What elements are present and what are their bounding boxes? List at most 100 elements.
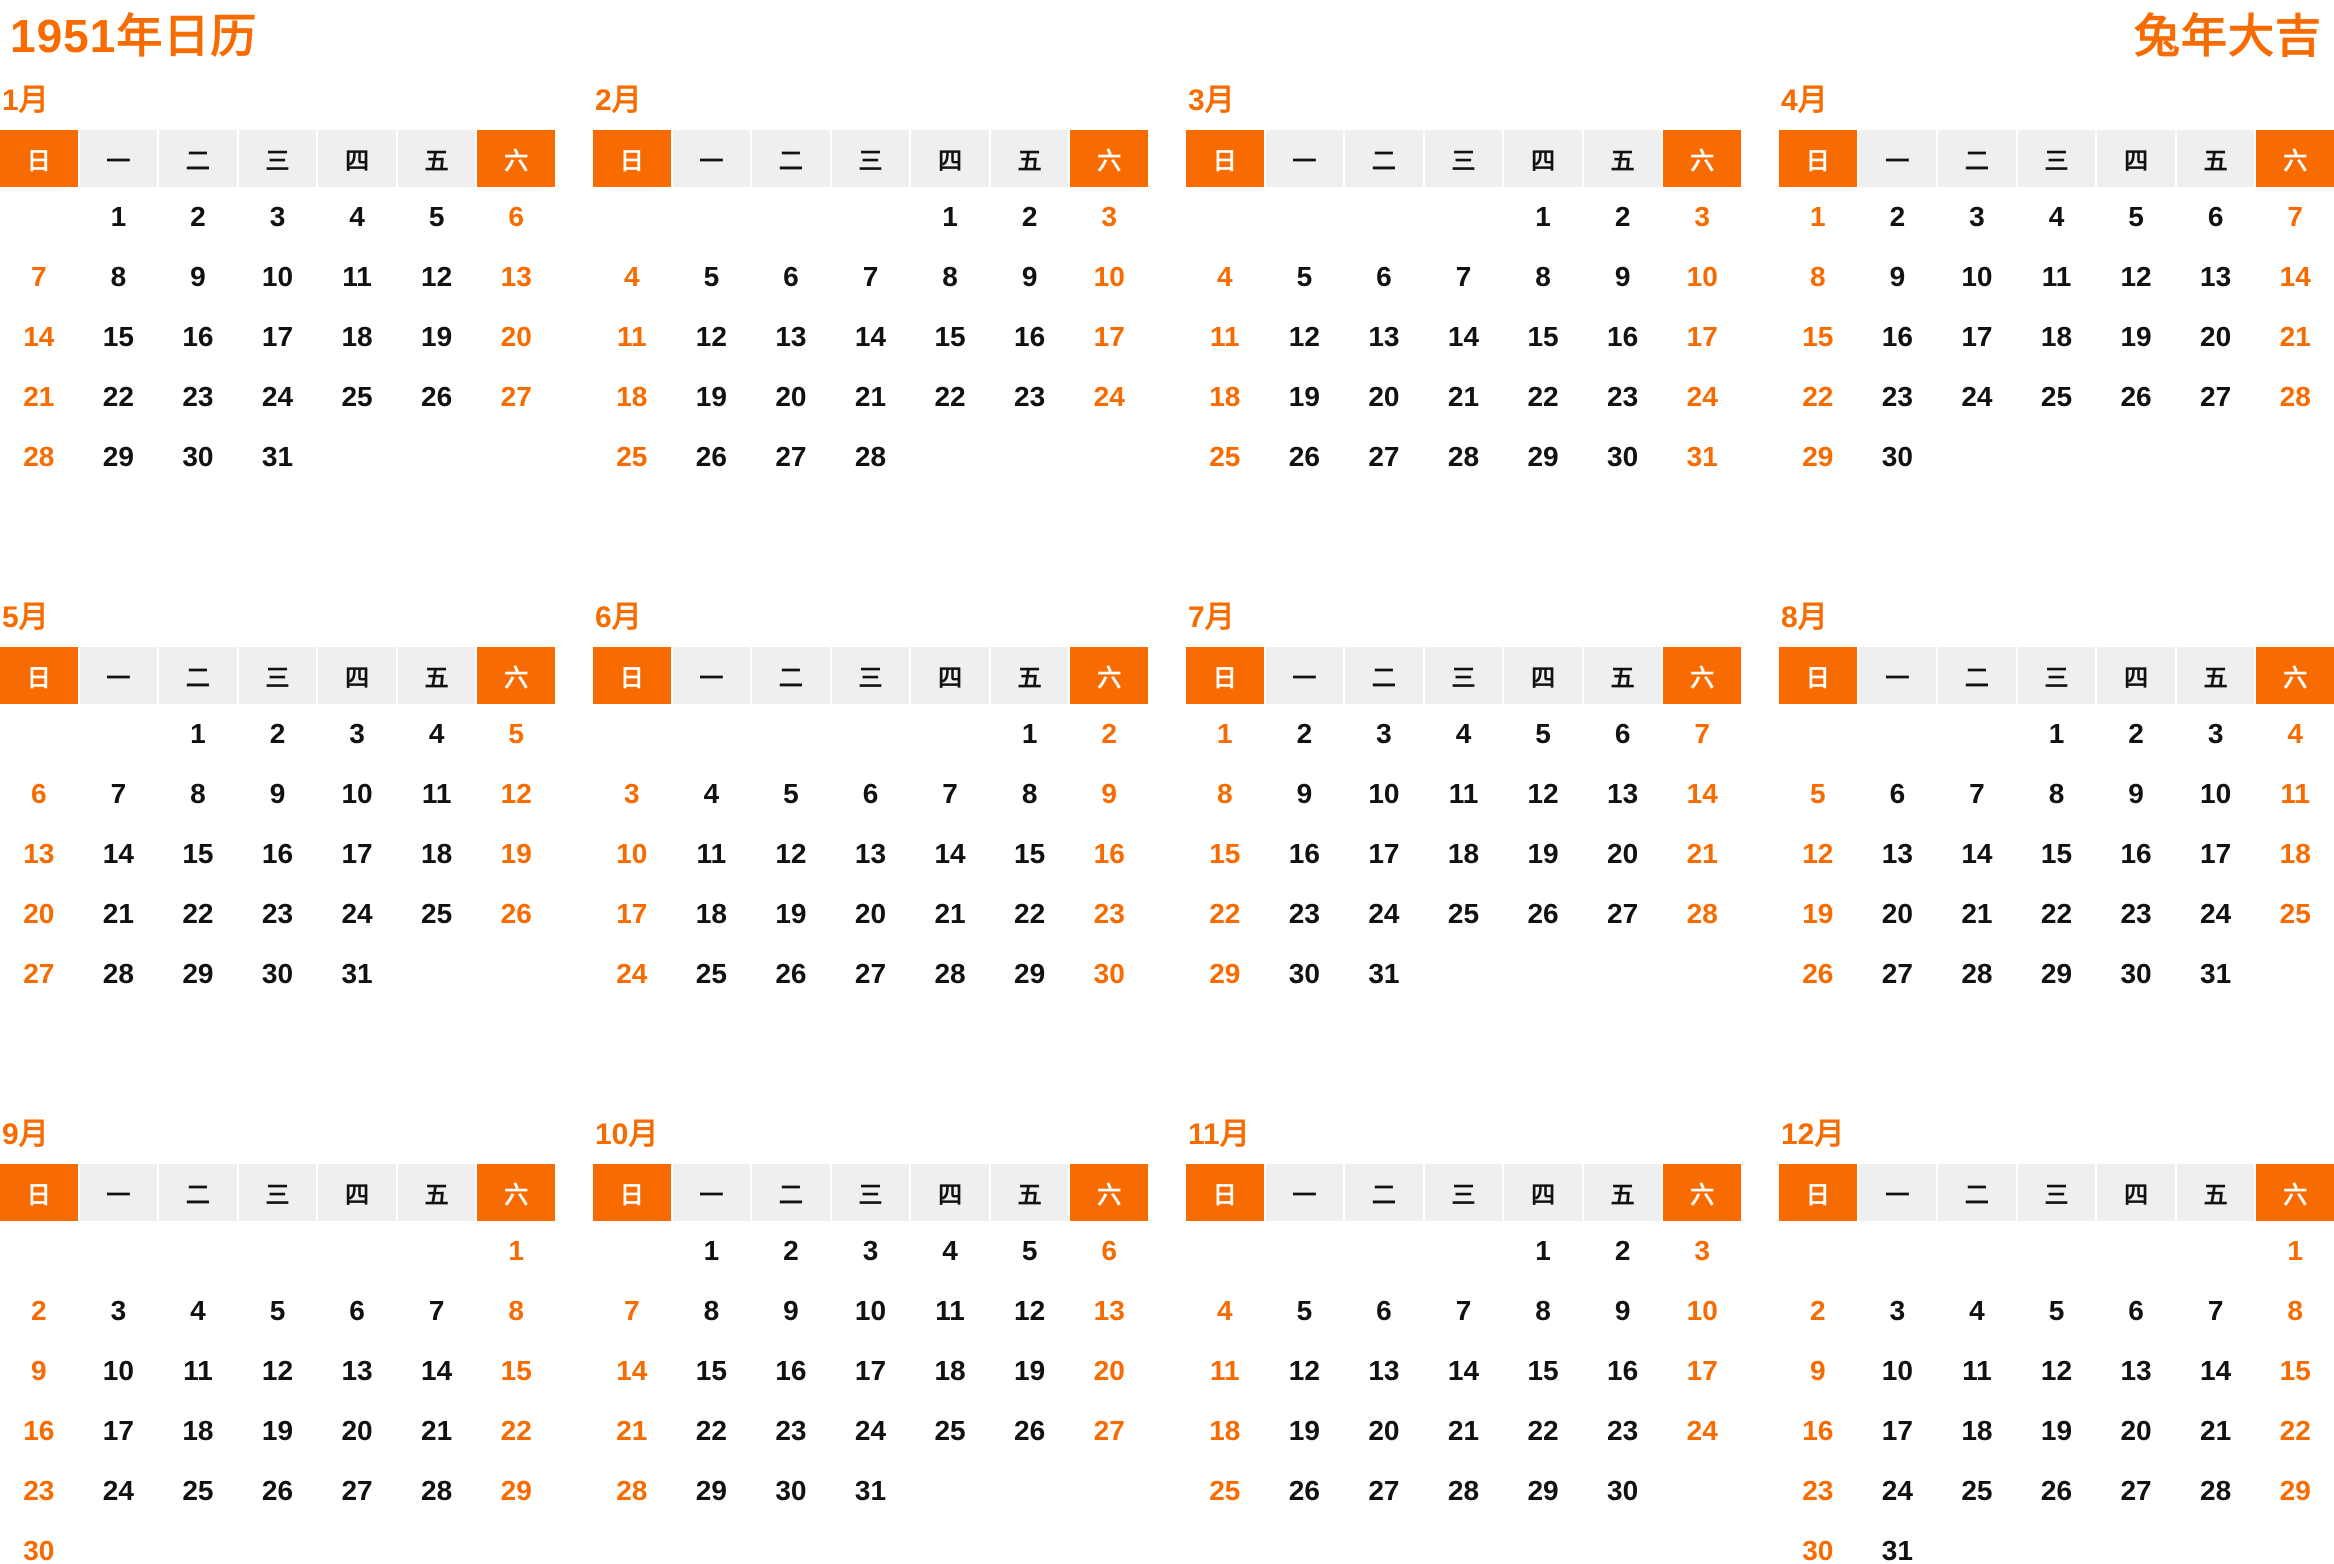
weekday-header-row: 日一二三四五六: [0, 1164, 555, 1221]
month-label: 6月: [595, 601, 642, 634]
weekday-header-cell: 日: [593, 647, 671, 704]
date-cell: 25: [1186, 427, 1264, 487]
date-cell: 1: [2017, 704, 2096, 764]
weeks-grid: 1 2 3 4 5 6 7 8 9 10 11 12 13 14 15 16 17 18 19 20 21 22 23 24 2…: [593, 187, 1148, 487]
weekday-header-cell: 日: [0, 1164, 78, 1221]
weeks-grid: 1 2 3 4 5 6 7 8 9 10 11 12 13 14 15 16 17 18 19 20 21 22 23 24 2…: [1186, 704, 1741, 1004]
empty-cell: [2256, 427, 2334, 487]
date-cell: 4: [159, 1281, 237, 1341]
week-row: 6 7 8 9 10 11 12: [0, 764, 555, 824]
date-cell: 13: [1583, 764, 1662, 824]
week-row: 24 25 26 27 28 29 30: [593, 944, 1148, 1004]
date-cell: 5: [672, 247, 751, 307]
date-cell: 12: [1265, 307, 1344, 367]
month-label: 12月: [1781, 1118, 1845, 1151]
date-cell: 30: [752, 1461, 830, 1521]
date-cell: 26: [1779, 944, 1857, 1004]
date-cell: 24: [1345, 884, 1423, 944]
date-cell: 25: [1424, 884, 1503, 944]
date-cell: 29: [2256, 1461, 2334, 1521]
month-block-12: 12月日一二三四五六 1 2 3 4 5 6 7 8 9 10 11 12 13 14 15 16 17 18 19 2…: [1779, 1118, 2334, 1564]
date-cell: 29: [1504, 1461, 1582, 1521]
date-cell: 22: [1504, 367, 1582, 427]
week-row: 13 14 15 16 17 18 19: [0, 824, 555, 884]
date-cell: 18: [318, 307, 396, 367]
empty-cell: [831, 704, 910, 764]
date-cell: 23: [159, 367, 237, 427]
month-block-8: 8月日一二三四五六 1 2 3 4 5 6 7 8 9 10 11 12 13 14 15 16 17 18 19 20…: [1779, 601, 2334, 1004]
date-cell: 7: [0, 247, 78, 307]
empty-cell: [2097, 427, 2175, 487]
date-cell: 20: [1345, 367, 1423, 427]
weeks-grid: 1 2 3 4 5 6 7 8 9 10 11 12 13 14 15 16 17 18 19 20 21 22 23 24 2…: [1779, 1221, 2334, 1564]
date-cell: 14: [911, 824, 989, 884]
empty-cell: [79, 1521, 158, 1564]
weekday-header-cell: 六: [1663, 647, 1741, 704]
date-cell: 27: [1070, 1401, 1148, 1461]
date-cell: 10: [318, 764, 396, 824]
date-cell: 22: [911, 367, 989, 427]
date-cell: 11: [2017, 247, 2096, 307]
date-cell: 17: [318, 824, 396, 884]
weekday-header-cell: 二: [752, 1164, 830, 1221]
date-cell: 9: [1583, 1281, 1662, 1341]
weekday-header-cell: 六: [477, 130, 555, 187]
date-cell: 3: [831, 1221, 910, 1281]
date-cell: 22: [2256, 1401, 2334, 1461]
date-cell: 6: [2176, 187, 2255, 247]
date-cell: 19: [990, 1341, 1069, 1401]
date-cell: 28: [1663, 884, 1741, 944]
date-cell: 9: [159, 247, 237, 307]
date-cell: 16: [752, 1341, 830, 1401]
date-cell: 18: [1186, 1401, 1264, 1461]
date-cell: 10: [2176, 764, 2255, 824]
date-cell: 22: [2017, 884, 2096, 944]
week-row: 12 13 14 15 16 17 18: [1779, 824, 2334, 884]
date-cell: 30: [1583, 1461, 1662, 1521]
date-cell: 17: [1858, 1401, 1937, 1461]
date-cell: 24: [238, 367, 317, 427]
date-cell: 27: [2097, 1461, 2175, 1521]
empty-cell: [1345, 187, 1423, 247]
date-cell: 19: [477, 824, 555, 884]
weekday-header-cell: 三: [238, 130, 317, 187]
weekday-header-cell: 四: [911, 647, 989, 704]
date-cell: 16: [1265, 824, 1344, 884]
weekday-header-cell: 六: [2256, 647, 2334, 704]
date-cell: 3: [238, 187, 317, 247]
date-cell: 21: [2256, 307, 2334, 367]
date-cell: 23: [2097, 884, 2175, 944]
month-label: 11月: [1188, 1118, 1250, 1151]
date-cell: 3: [1858, 1281, 1937, 1341]
date-cell: 10: [1858, 1341, 1937, 1401]
date-cell: 4: [397, 704, 476, 764]
date-cell: 8: [1504, 1281, 1582, 1341]
date-cell: 9: [2097, 764, 2175, 824]
weekday-header-cell: 三: [2017, 1164, 2096, 1221]
empty-cell: [477, 944, 555, 1004]
date-cell: 15: [1504, 307, 1582, 367]
date-cell: 24: [1663, 367, 1741, 427]
empty-cell: [1265, 187, 1344, 247]
week-row: 11 12 13 14 15 16 17: [1186, 1341, 1741, 1401]
month-label: 10月: [595, 1118, 659, 1151]
date-cell: 4: [593, 247, 671, 307]
date-cell: 27: [318, 1461, 396, 1521]
week-row: 4 5 6 7 8 9 10: [593, 247, 1148, 307]
date-cell: 6: [477, 187, 555, 247]
date-cell: 13: [831, 824, 910, 884]
date-cell: 8: [159, 764, 237, 824]
weekday-header-cell: 五: [990, 130, 1069, 187]
date-cell: 12: [2097, 247, 2175, 307]
date-cell: 4: [2256, 704, 2334, 764]
date-cell: 27: [0, 944, 78, 1004]
empty-cell: [159, 1221, 237, 1281]
date-cell: 18: [1186, 367, 1264, 427]
weekday-header-cell: 四: [318, 130, 396, 187]
week-row: 29 30 31: [1186, 944, 1741, 1004]
date-cell: 28: [0, 427, 78, 487]
date-cell: 24: [1663, 1401, 1741, 1461]
